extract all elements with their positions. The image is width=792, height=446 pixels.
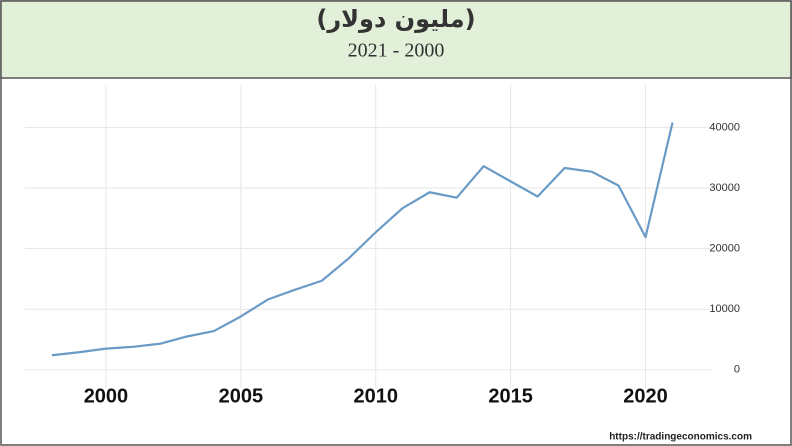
source: https://tradingeconomics.com bbox=[609, 432, 752, 443]
chart-subtitle: 2021 - 2000 bbox=[348, 40, 445, 62]
header-band bbox=[0, 0, 792, 79]
y-tick-label: 0 bbox=[734, 364, 740, 376]
x-tick-label: 2020 bbox=[623, 385, 668, 407]
y-tick-label: 20000 bbox=[709, 243, 740, 255]
x-tick-label: 2000 bbox=[84, 385, 129, 407]
x-tick-label: 2010 bbox=[353, 385, 398, 407]
y-tick-label: 30000 bbox=[709, 182, 740, 194]
y-tick-label: 10000 bbox=[709, 303, 740, 315]
data-line bbox=[51, 122, 674, 357]
chart-title: (مليون دولار) bbox=[316, 5, 475, 33]
y-tick-label: 40000 bbox=[709, 121, 740, 133]
x-tick-label: 2005 bbox=[219, 385, 264, 407]
x-tick-label: 2015 bbox=[488, 385, 533, 407]
